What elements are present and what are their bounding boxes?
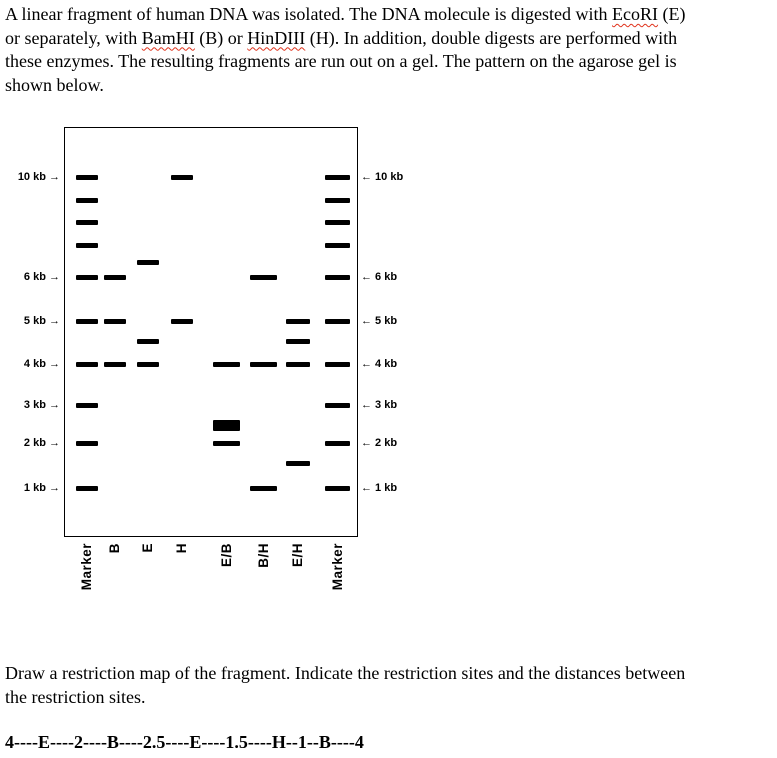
intro-line2-suffix: (H). In addition, double digests are per… — [305, 27, 678, 48]
lane-label-e-h-6: E/H — [290, 543, 305, 568]
gel-band-marker-8kb — [325, 220, 350, 225]
gel-band-e-h-4.5kb — [286, 339, 310, 344]
gel-band-h-10kb — [171, 175, 193, 180]
enzyme-name-ecori: EcoRI — [612, 4, 659, 24]
gel-band-marker-10kb — [76, 175, 98, 180]
ladder-label-right-5kb: ← 5 kb — [361, 315, 398, 327]
gel-band-marker-7kb — [76, 243, 98, 248]
gel-band-e-b-4kb — [213, 362, 240, 367]
intro-line1-suffix: (E) — [658, 4, 686, 24]
ladder-label-left-5kb: 5 kb → — [23, 315, 60, 327]
lane-label-marker-7: Marker — [329, 543, 345, 591]
gel-band-marker-4kb — [325, 362, 350, 367]
gel-band-b-h-4kb — [250, 362, 277, 367]
gel-outline — [64, 127, 358, 537]
ladder-label-right-10kb: ← 10 kb — [361, 171, 404, 183]
gel-band-marker-8kb — [76, 220, 98, 225]
gel-band-marker-1kb — [76, 486, 98, 491]
gel-band-marker-3kb — [76, 403, 98, 408]
ladder-label-left-6kb: 6 kb → — [23, 271, 60, 283]
gel-band-e-b-2kb — [213, 441, 240, 446]
enzyme-name-bamhi: BamHI — [141, 27, 195, 48]
gel-band-e-6.5kb — [137, 260, 159, 265]
lane-label-e-b-4: E/B — [218, 543, 234, 568]
gel-band-marker-5kb — [76, 319, 98, 324]
intro-line4-text: shown below. — [5, 74, 104, 95]
enzyme-name-hindiii: HinDIII — [247, 27, 306, 48]
gel-band-e-4.5kb — [137, 339, 159, 344]
lane-label-b-h-5: B/H — [255, 543, 271, 568]
gel-band-marker-6kb — [325, 275, 350, 280]
gel-band-h-5kb — [171, 319, 193, 324]
gel-band-e-h-4kb — [286, 362, 310, 367]
ladder-label-left-3kb: 3 kb → — [23, 399, 60, 411]
ladder-label-right-3kb: ← 3 kb — [361, 399, 398, 411]
ladder-label-left-2kb: 2 kb → — [23, 437, 60, 449]
gel-band-marker-10kb — [325, 175, 350, 180]
ladder-label-right-6kb: ← 6 kb — [361, 271, 398, 283]
question-text: Draw a restriction map of the fragment. … — [5, 662, 775, 709]
ladder-label-right-4kb: ← 4 kb — [361, 358, 398, 370]
gel-band-e-h-5kb — [286, 319, 310, 324]
lane-label-b-1: B — [107, 543, 122, 554]
intro-line1-text: A linear fragment of human DNA was isola… — [5, 4, 613, 24]
intro-paragraph: A linear fragment of human DNA was isola… — [5, 3, 775, 97]
gel-band-b-h-6kb — [250, 275, 277, 280]
gel-band-e-h-1.5kb — [286, 461, 310, 466]
gel-band-b-h-1kb — [250, 486, 277, 491]
gel-band-marker-3kb — [325, 403, 350, 408]
ladder-label-right-2kb: ← 2 kb — [361, 437, 398, 449]
gel-band-marker-2kb — [76, 441, 98, 446]
question-line1: Draw a restriction map of the fragment. … — [5, 663, 686, 683]
gel-band-marker-4kb — [76, 362, 98, 367]
gel-band-b-6kb — [104, 275, 126, 280]
gel-band-marker-2kb — [325, 441, 350, 446]
gel-band-marker-1kb — [325, 486, 350, 491]
ladder-label-left-1kb: 1 kb → — [23, 482, 60, 494]
intro-line2-text: or separately, with — [5, 27, 142, 48]
ladder-label-right-1kb: ← 1 kb — [361, 482, 398, 494]
gel-band-marker-7kb — [325, 243, 350, 248]
ladder-label-left-4kb: 4 kb → — [23, 358, 60, 370]
intro-line2-mid: (B) or — [194, 27, 248, 48]
lane-label-h-3: H — [174, 543, 189, 554]
gel-band-e-4kb — [137, 362, 159, 367]
question-line2: the restriction sites. — [5, 686, 146, 707]
gel-band-marker-6kb — [76, 275, 98, 280]
lane-label-marker-0: Marker — [79, 543, 94, 591]
gel-band-e-b-2.5kb — [213, 420, 240, 431]
gel-band-marker-5kb — [325, 319, 350, 324]
gel-band-b-4kb — [104, 362, 126, 367]
gel-band-b-5kb — [104, 319, 126, 324]
lane-label-e-2: E — [140, 543, 155, 553]
ladder-label-left-10kb: 10 kb → — [17, 171, 60, 183]
gel-band-marker-9kb — [325, 198, 350, 203]
intro-line3-text: these enzymes. The resulting fragments a… — [5, 51, 677, 71]
restriction-map-answer: 4----E----2----B----2.5----E----1.5----H… — [5, 732, 364, 752]
gel-band-marker-9kb — [76, 198, 98, 203]
